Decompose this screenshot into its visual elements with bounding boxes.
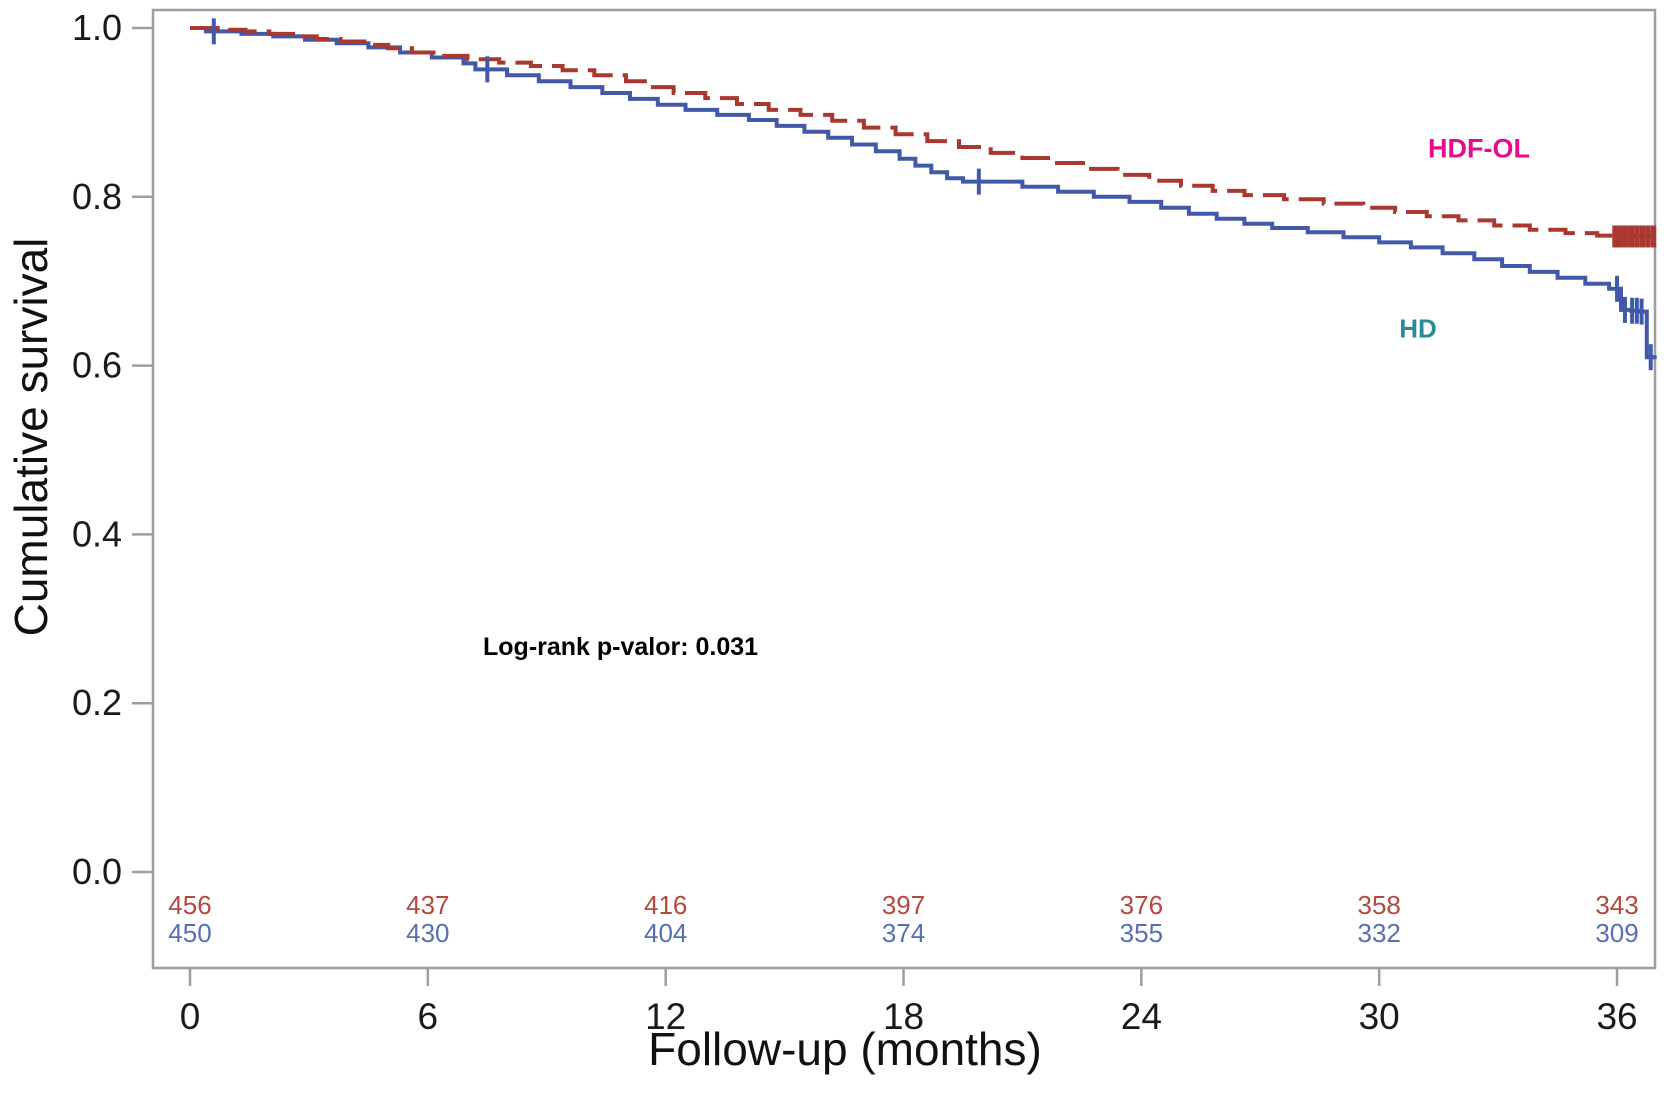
at-risk-count: 404: [644, 918, 687, 948]
series-label-hdf-ol: HDF-OL: [1428, 133, 1530, 164]
y-axis-title: Cumulative survival: [5, 237, 57, 637]
series-label-hd: HD: [1399, 313, 1437, 344]
at-risk-count: 309: [1595, 918, 1638, 948]
x-tick-label: 36: [1596, 996, 1637, 1037]
at-risk-count: 358: [1358, 890, 1401, 920]
at-risk-count: 430: [406, 918, 449, 948]
x-tick-label: 0: [180, 996, 201, 1037]
at-risk-count: 437: [406, 890, 449, 920]
log-rank-annotation: Log-rank p-valor: 0.031: [483, 633, 759, 662]
survival-curve-hd: [190, 26, 1657, 360]
x-tick-label: 18: [883, 996, 924, 1037]
y-tick-label: 1.0: [72, 7, 122, 48]
at-risk-count: 343: [1595, 890, 1638, 920]
at-risk-count: 397: [882, 890, 925, 920]
at-risk-count: 355: [1120, 918, 1163, 948]
at-risk-count: 332: [1358, 918, 1401, 948]
x-axis-title: Follow-up (months): [648, 1023, 1042, 1075]
survival-curve-hdf-ol: [190, 26, 1657, 239]
at-risk-count: 376: [1120, 890, 1163, 920]
x-tick-label: 30: [1359, 996, 1400, 1037]
y-tick-label: 0.4: [72, 513, 122, 554]
at-risk-count: 374: [882, 918, 925, 948]
x-tick-label: 24: [1121, 996, 1162, 1037]
y-tick-label: 0.6: [72, 345, 122, 386]
at-risk-count: 456: [168, 890, 211, 920]
at-risk-count: 450: [168, 918, 211, 948]
x-tick-label: 6: [418, 996, 439, 1037]
y-tick-label: 0.0: [72, 851, 122, 892]
at-risk-count: 416: [644, 890, 687, 920]
x-tick-label: 12: [645, 996, 686, 1037]
y-tick-label: 0.8: [72, 176, 122, 217]
y-tick-label: 0.2: [72, 682, 122, 723]
